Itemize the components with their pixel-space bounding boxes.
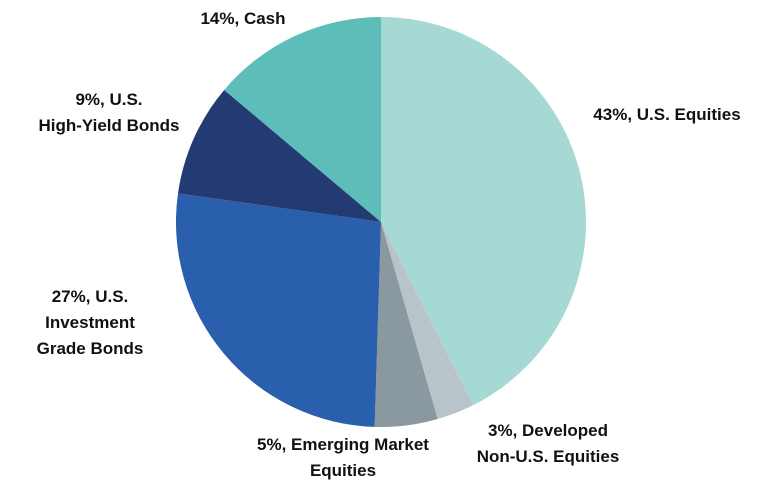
slice-label: 3%, Developed Non-U.S. Equities	[477, 421, 620, 466]
label-line: Grade Bonds	[37, 339, 144, 358]
slice-label: 5%, Emerging Market Equities	[257, 435, 429, 480]
label-line: Equities	[310, 461, 376, 480]
label-line: 14%, Cash	[200, 9, 285, 28]
label-line: High-Yield Bonds	[38, 116, 179, 135]
pie-slice	[381, 222, 474, 420]
label-line: 5%, Emerging Market	[257, 435, 429, 454]
slice-label: 14%, Cash	[200, 9, 285, 28]
label-line: Non-U.S. Equities	[477, 447, 620, 466]
label-line: 3%, Developed	[488, 421, 608, 440]
label-line: 9%, U.S.	[75, 90, 142, 109]
label-line: 43%, U.S. Equities	[593, 105, 740, 124]
pie-slice	[178, 89, 381, 222]
pie-slice	[175, 193, 381, 427]
slice-label: 43%, U.S. Equities	[593, 105, 740, 124]
slice-label: 27%, U.S. Investment Grade Bonds	[37, 287, 144, 358]
label-line: 27%, U.S.	[52, 287, 129, 306]
pie-slice	[224, 17, 381, 222]
pie-slice	[374, 222, 438, 428]
label-line: Investment	[45, 313, 135, 332]
slice-label: 9%, U.S. High-Yield Bonds	[38, 90, 179, 135]
pie-slice	[381, 17, 586, 406]
